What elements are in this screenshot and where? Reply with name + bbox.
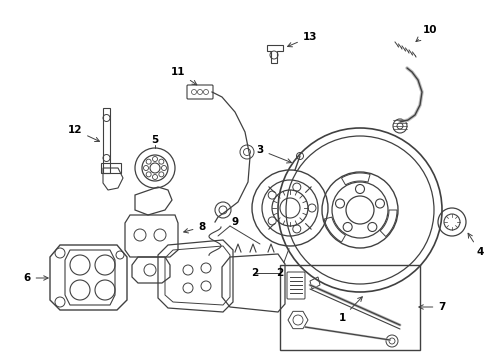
Text: 5: 5 <box>151 135 158 145</box>
Text: 2: 2 <box>276 249 288 278</box>
Text: 9: 9 <box>231 217 238 227</box>
Text: 10: 10 <box>415 25 436 41</box>
Text: 6: 6 <box>23 273 48 283</box>
Text: 4: 4 <box>467 233 483 257</box>
Text: 8: 8 <box>183 222 205 233</box>
Text: 3: 3 <box>256 145 291 163</box>
Text: 7: 7 <box>418 302 445 312</box>
Text: 12: 12 <box>68 125 99 141</box>
Text: 13: 13 <box>287 32 317 47</box>
Text: 11: 11 <box>170 67 196 85</box>
Text: 2: 2 <box>251 268 258 278</box>
Text: 1: 1 <box>338 297 362 323</box>
